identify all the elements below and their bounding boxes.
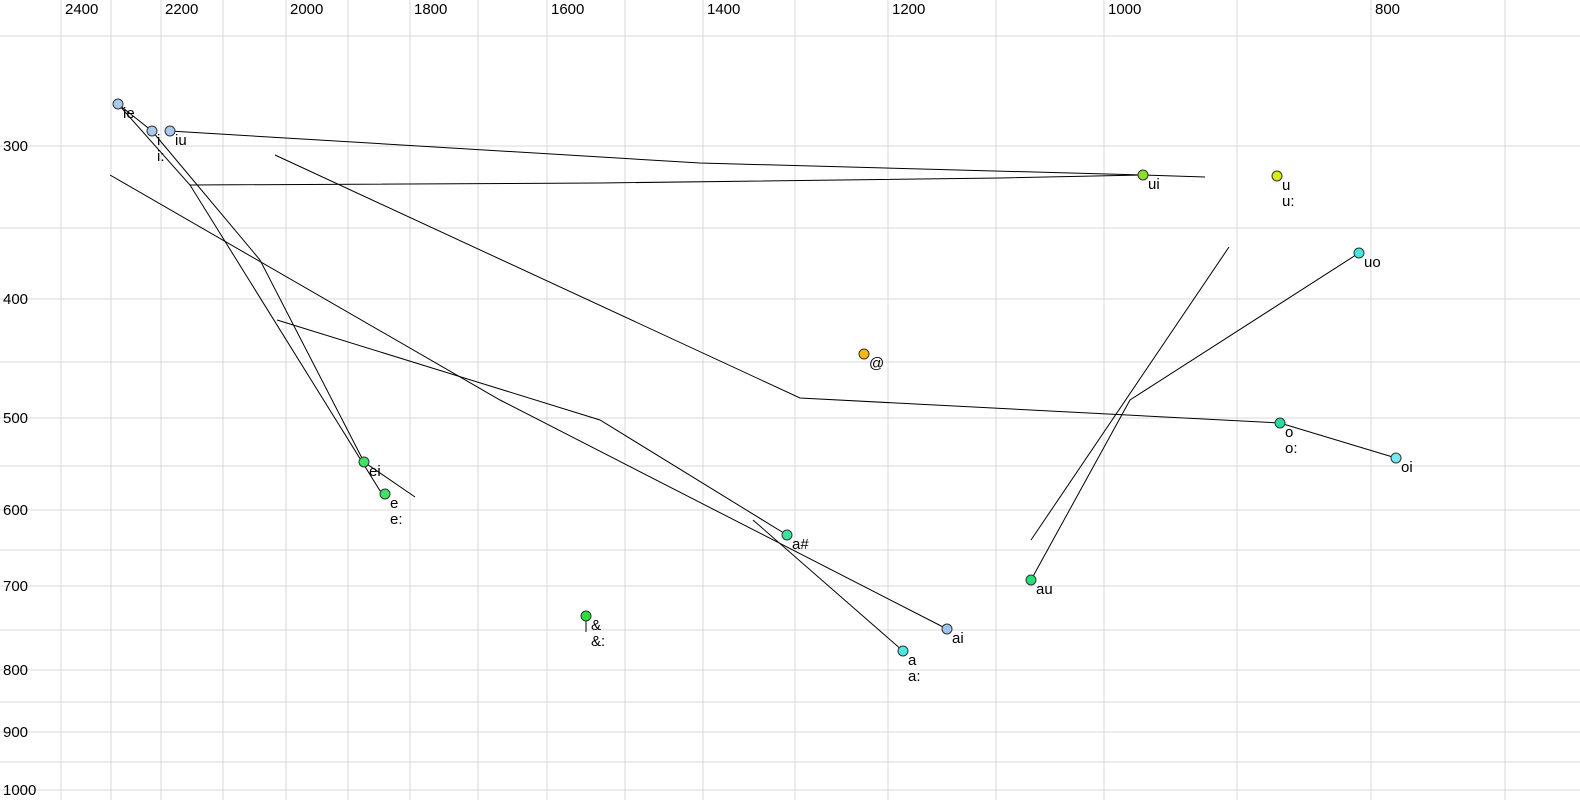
vowel-label-o_: o: bbox=[1285, 440, 1298, 457]
vowel-label-__: &: bbox=[591, 633, 606, 650]
vowel-marker-_[interactable] bbox=[580, 610, 592, 622]
ai-trajectory bbox=[109, 174, 948, 630]
y-tick-400: 400 bbox=[3, 291, 29, 308]
y-tick-500: 500 bbox=[3, 410, 29, 427]
oi-trajectory bbox=[274, 154, 1397, 459]
y-tick-300: 300 bbox=[3, 138, 29, 155]
vowel-marker-u[interactable] bbox=[1271, 170, 1283, 182]
vowel-marker-e[interactable] bbox=[379, 488, 391, 500]
vowel-marker-a_[interactable] bbox=[781, 529, 793, 541]
horizontal-gridlines bbox=[0, 35, 1580, 791]
vowel-label-uo: uo bbox=[1364, 254, 1381, 271]
vowel-label-i_: i: bbox=[157, 148, 165, 165]
vowel-marker-a[interactable] bbox=[897, 645, 909, 657]
y-tick-700: 700 bbox=[3, 578, 29, 595]
vowel-marker-_[interactable] bbox=[858, 348, 870, 360]
vowel-label-u: u bbox=[1282, 177, 1291, 194]
vowel-marker-ie[interactable] bbox=[112, 98, 124, 110]
uo-trajectory bbox=[1030, 246, 1230, 541]
ui-trajectory bbox=[189, 174, 1144, 186]
vowel-marker-oi[interactable] bbox=[1390, 452, 1402, 464]
x-tick-2200: 2200 bbox=[165, 1, 199, 18]
vowel-label-iu: iu bbox=[175, 132, 187, 149]
vowel-label-i: i bbox=[157, 132, 161, 149]
vowel-marker-ai[interactable] bbox=[941, 623, 953, 635]
x-tick-1000: 1000 bbox=[1108, 1, 1142, 18]
a#-trajectory bbox=[276, 319, 788, 536]
vowel-markers bbox=[112, 98, 1402, 657]
y-tick-900: 900 bbox=[3, 724, 29, 741]
vowel-label-ie: ie bbox=[123, 105, 135, 122]
a-trajectory bbox=[752, 519, 904, 652]
vowel-marker-au[interactable] bbox=[1025, 574, 1037, 586]
y-tick-600: 600 bbox=[3, 502, 29, 519]
x-tick-1200: 1200 bbox=[892, 1, 926, 18]
iu-trajectory bbox=[169, 130, 1206, 178]
vowel-marker-ui[interactable] bbox=[1137, 169, 1149, 181]
vowel-label-_: @ bbox=[869, 355, 885, 372]
vowel-label-e: e bbox=[390, 495, 399, 512]
au-trajectory bbox=[1030, 252, 1360, 581]
vowel-marker-iu[interactable] bbox=[164, 125, 176, 137]
vowel-label-u_: u: bbox=[1282, 193, 1295, 210]
x-tick-1800: 1800 bbox=[414, 1, 448, 18]
vowel-marker-o[interactable] bbox=[1274, 417, 1286, 429]
vowel-label-o: o bbox=[1285, 424, 1294, 441]
vowel-label-oi: oi bbox=[1401, 459, 1413, 476]
ie-trajectory bbox=[117, 103, 153, 132]
x-tick-1400: 1400 bbox=[707, 1, 741, 18]
vowel-label-a: a bbox=[908, 652, 917, 669]
vowel-label-ui: ui bbox=[1148, 176, 1160, 193]
vowel-marker-i[interactable] bbox=[146, 125, 158, 137]
vowel-label-a_: a: bbox=[908, 668, 921, 685]
vowel-label-a_: a# bbox=[792, 536, 809, 553]
vowel-label-ei: ei bbox=[369, 463, 381, 480]
vowel-label-_: & bbox=[591, 617, 602, 634]
vowel-label-au: au bbox=[1036, 581, 1053, 598]
x-tick-2400: 2400 bbox=[65, 1, 99, 18]
vowel-label-e_: e: bbox=[390, 511, 403, 528]
formant-trajectory-lines bbox=[109, 103, 1397, 652]
vowel-label-ai: ai bbox=[952, 630, 964, 647]
vowel-marker-uo[interactable] bbox=[1353, 247, 1365, 259]
vertical-gridlines bbox=[60, 0, 1506, 800]
ei-trajectory bbox=[151, 130, 416, 498]
x-tick-2000: 2000 bbox=[290, 1, 324, 18]
x-tick-800: 800 bbox=[1375, 1, 1401, 18]
vowel-marker-ei[interactable] bbox=[358, 456, 370, 468]
y-tick-1000: 1000 bbox=[3, 782, 37, 799]
y-tick-800: 800 bbox=[3, 662, 29, 679]
x-tick-1600: 1600 bbox=[551, 1, 585, 18]
